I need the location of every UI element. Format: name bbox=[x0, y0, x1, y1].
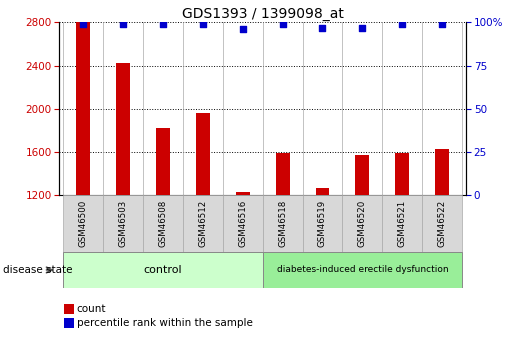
Bar bbox=[183, 195, 223, 252]
Text: GSM46521: GSM46521 bbox=[398, 200, 407, 247]
Text: GSM46522: GSM46522 bbox=[438, 200, 447, 247]
Bar bbox=[236, 192, 250, 324]
Point bbox=[398, 21, 406, 27]
Point bbox=[279, 21, 287, 27]
Bar bbox=[156, 128, 170, 324]
Bar bbox=[103, 195, 143, 252]
Bar bbox=[382, 195, 422, 252]
Text: disease state: disease state bbox=[3, 265, 72, 275]
Point bbox=[318, 25, 327, 30]
Text: percentile rank within the sample: percentile rank within the sample bbox=[77, 318, 253, 328]
Text: GSM46503: GSM46503 bbox=[118, 200, 128, 247]
Title: GDS1393 / 1399098_at: GDS1393 / 1399098_at bbox=[182, 7, 344, 21]
Bar bbox=[63, 252, 263, 288]
Bar bbox=[276, 153, 289, 324]
Bar bbox=[316, 188, 330, 324]
Bar bbox=[76, 22, 90, 324]
Bar bbox=[143, 195, 183, 252]
Point bbox=[199, 21, 207, 27]
Text: GSM46512: GSM46512 bbox=[198, 200, 208, 247]
Bar bbox=[355, 155, 369, 324]
Bar bbox=[422, 195, 462, 252]
Bar bbox=[116, 63, 130, 324]
Bar bbox=[263, 252, 462, 288]
Text: count: count bbox=[77, 304, 106, 314]
Text: GSM46519: GSM46519 bbox=[318, 200, 327, 247]
Bar bbox=[63, 195, 103, 252]
Point bbox=[438, 21, 447, 27]
Text: GSM46500: GSM46500 bbox=[79, 200, 88, 247]
Point bbox=[119, 21, 127, 27]
Text: GSM46516: GSM46516 bbox=[238, 200, 247, 247]
Bar bbox=[196, 113, 210, 324]
Point bbox=[79, 21, 87, 27]
Text: diabetes-induced erectile dysfunction: diabetes-induced erectile dysfunction bbox=[277, 265, 448, 275]
Bar bbox=[263, 195, 302, 252]
Bar bbox=[396, 153, 409, 324]
Bar bbox=[342, 195, 382, 252]
Point bbox=[358, 25, 367, 30]
Point bbox=[238, 27, 247, 32]
Point bbox=[159, 21, 167, 27]
Bar bbox=[435, 149, 449, 324]
Text: GSM46508: GSM46508 bbox=[159, 200, 167, 247]
Text: GSM46518: GSM46518 bbox=[278, 200, 287, 247]
Bar bbox=[223, 195, 263, 252]
Bar bbox=[302, 195, 342, 252]
Text: control: control bbox=[144, 265, 182, 275]
Text: GSM46520: GSM46520 bbox=[358, 200, 367, 247]
